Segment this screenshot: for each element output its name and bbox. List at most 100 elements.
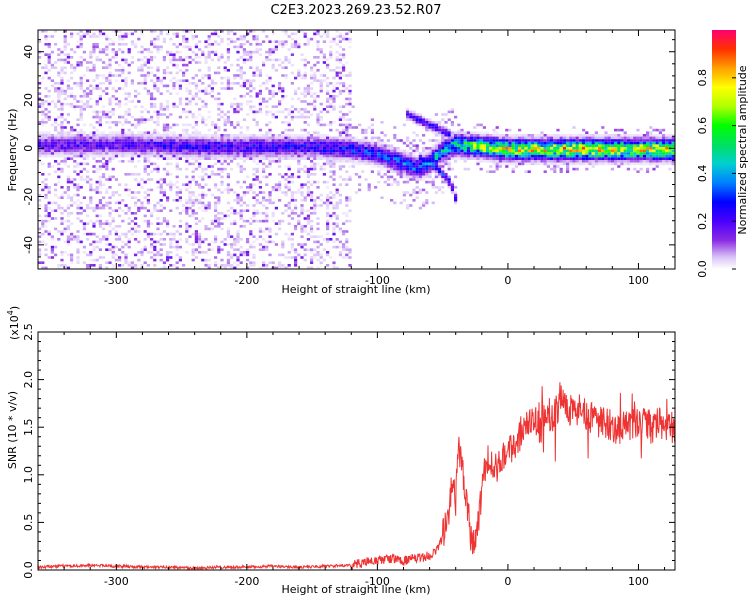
spectrogram-cell — [47, 45, 51, 49]
spectrogram-cell — [588, 160, 592, 163]
spectrogram-cell — [431, 178, 435, 181]
spectrogram-cell — [41, 118, 45, 121]
spectrogram-cell — [281, 253, 285, 257]
spectrogram-cell — [105, 219, 109, 223]
spectrogram-cell — [361, 160, 365, 163]
spectrogram-cell — [214, 183, 218, 186]
spectrogram-cell — [258, 219, 262, 223]
spectrogram-cell — [137, 206, 141, 210]
spectrogram-cell — [476, 134, 480, 137]
spectrogram-cell — [143, 147, 147, 150]
spectrogram-cell — [524, 160, 528, 163]
spectrogram-cell — [210, 95, 214, 98]
spectrogram-cell — [102, 144, 106, 147]
spectrogram-cell — [86, 222, 90, 225]
spectrogram-cell — [66, 134, 70, 137]
spectrogram-cell — [207, 50, 211, 54]
spectrogram-cell — [79, 45, 83, 49]
spectrogram-cell — [178, 147, 182, 150]
spectrogram-cell — [130, 141, 134, 145]
spectrogram-cell — [73, 69, 77, 72]
spectrogram-cell — [287, 186, 291, 189]
spectrogram-cell — [306, 154, 310, 158]
spectrogram-cell — [198, 175, 202, 179]
spectrogram-cell — [98, 82, 102, 85]
spectrogram-cell — [332, 76, 336, 80]
spectrogram-cell — [121, 32, 125, 36]
spectrogram-cell — [198, 40, 202, 43]
spectrogram-cell — [457, 149, 461, 153]
spectrogram-cell — [348, 30, 352, 33]
spectrogram-cell — [76, 162, 80, 166]
spectrogram-cell — [319, 123, 323, 127]
spectrogram-cell — [345, 118, 349, 121]
spectrogram-cell — [230, 121, 234, 124]
spectrogram-cell — [41, 134, 45, 137]
spectrogram-cell — [380, 160, 384, 163]
spectrogram-cell — [175, 165, 179, 168]
spectrogram-cell — [86, 141, 90, 145]
spectrogram-cell — [412, 113, 416, 116]
spectrogram-cell — [415, 157, 419, 160]
spectrogram-cell — [550, 154, 554, 158]
spectrogram-cell — [444, 113, 448, 116]
spectrogram-cell — [620, 147, 624, 150]
spectrogram-cell — [230, 253, 234, 257]
spectrogram-cell — [47, 43, 51, 46]
spectrogram-cell — [326, 201, 330, 205]
spectrogram-cell — [217, 199, 221, 202]
spectrogram-cell — [322, 149, 326, 153]
spectrogram-cell — [393, 165, 397, 168]
spectrogram-cell — [162, 243, 166, 246]
spectrogram-cell — [89, 123, 93, 127]
spectrogram-cell — [543, 147, 547, 150]
spectrogram-cell — [242, 149, 246, 153]
spectrogram-cell — [530, 139, 534, 142]
spectrogram-cell — [207, 204, 211, 207]
spectrogram-cell — [153, 206, 157, 210]
spectrogram-cell — [130, 123, 134, 127]
spectrogram-cell — [297, 134, 301, 137]
spectrogram-cell — [300, 235, 304, 238]
spectrogram-cell — [134, 152, 138, 155]
spectrogram-cell — [70, 154, 74, 158]
spectrogram-cell — [306, 175, 310, 179]
spectrogram-cell — [108, 126, 112, 129]
spectrogram-cell — [207, 157, 211, 160]
spectrogram-cell — [370, 149, 374, 153]
spectrogram-cell — [450, 121, 454, 124]
spectrogram-cell — [284, 121, 288, 124]
spectrogram-cell — [92, 69, 96, 72]
spectrogram-cell — [284, 152, 288, 155]
spectrogram-cell — [73, 144, 77, 147]
spectrogram-cell — [342, 141, 346, 145]
spectrogram-cell — [121, 232, 125, 236]
spectrogram-cell — [335, 201, 339, 205]
spectrogram-cell — [38, 87, 42, 90]
spectrogram-cell — [271, 95, 275, 98]
spectrogram-cell — [383, 144, 387, 147]
spectrogram-cell — [214, 32, 218, 36]
spectrogram-cell — [559, 160, 563, 163]
spectrogram-cell — [620, 144, 624, 147]
spectrogram-cell — [562, 152, 566, 155]
spectrogram-cell — [76, 136, 80, 140]
spectrogram-cell — [300, 191, 304, 194]
spectrogram-cell — [140, 58, 144, 62]
spectrogram-cell — [226, 69, 230, 72]
spectrogram-cell — [76, 261, 80, 264]
spectrogram-cell — [172, 144, 176, 147]
spectrogram-cell — [431, 149, 435, 153]
spectrogram-cell — [441, 178, 445, 181]
spectrogram-cell — [95, 45, 99, 49]
spectrogram-cell — [361, 128, 365, 132]
spectrogram-cell — [63, 264, 67, 267]
spectrogram-cell — [191, 212, 195, 215]
spectrogram-cell — [89, 131, 93, 134]
spectrogram-cell — [54, 227, 58, 231]
spectrogram-cell — [258, 128, 262, 132]
spectrogram-cell — [518, 136, 522, 140]
spectrogram-cell — [303, 66, 307, 69]
spectrogram-cell — [111, 167, 115, 171]
spectrogram-cell — [348, 178, 352, 181]
